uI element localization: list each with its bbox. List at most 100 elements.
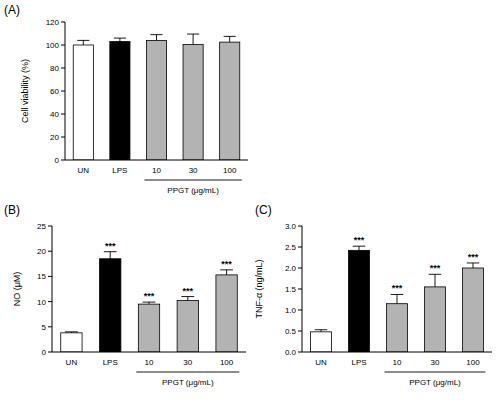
group-bracket	[385, 372, 486, 373]
bar	[311, 332, 332, 352]
y-tick	[48, 276, 52, 277]
significance: ***	[430, 263, 441, 273]
x-tick-label: 30	[183, 358, 192, 367]
x-tick-label: 30	[431, 358, 440, 367]
error-bar	[391, 294, 404, 303]
plot-marks	[311, 246, 484, 352]
y-tick-label: 1.0	[285, 306, 297, 315]
bar	[463, 268, 484, 352]
y-tick	[298, 247, 302, 248]
error-bar	[224, 36, 236, 42]
bar	[61, 333, 82, 352]
bar	[387, 304, 408, 352]
y-tick	[298, 352, 302, 353]
error-bar	[77, 40, 89, 45]
y-tick	[61, 114, 65, 115]
x-tick-label: 10	[145, 358, 154, 367]
y-tick	[48, 226, 52, 227]
error-bar	[220, 270, 233, 275]
bar	[216, 275, 237, 352]
y-tick	[61, 22, 65, 23]
y-tick	[298, 289, 302, 290]
x-tick-label: 100	[223, 166, 237, 175]
y-axis-label: Cell viability (%)	[20, 59, 30, 123]
y-tick-label: 40	[50, 110, 59, 119]
y-tick-label: 25	[37, 222, 46, 231]
y-tick-label: 60	[50, 87, 59, 96]
error-bar	[150, 35, 162, 41]
y-tick-label: 0.5	[285, 327, 297, 336]
group-label: PPGT (μg/mL)	[167, 186, 219, 195]
error-bar	[467, 263, 480, 268]
y-tick	[48, 352, 52, 353]
y-tick-label: 0	[42, 348, 47, 357]
y-tick	[298, 268, 302, 269]
x-tick-label: 100	[220, 358, 234, 367]
y-tick	[61, 91, 65, 92]
significance: ***	[183, 286, 194, 296]
bar	[146, 40, 166, 160]
error-bar	[429, 274, 442, 287]
group-label: PPGT (μg/mL)	[162, 378, 214, 387]
y-tick	[61, 137, 65, 138]
error-bar	[104, 252, 117, 259]
x-axis	[52, 352, 246, 353]
bar	[138, 304, 159, 352]
bar	[100, 259, 121, 352]
x-axis	[65, 160, 248, 161]
y-tick	[61, 45, 65, 46]
x-axis	[302, 352, 492, 353]
bar	[177, 301, 198, 352]
y-tick	[48, 251, 52, 252]
x-tick-label: 10	[393, 358, 402, 367]
significance: ***	[392, 283, 403, 293]
group-label: PPGT (μg/mL)	[409, 378, 461, 387]
y-tick-label: 80	[50, 64, 59, 73]
y-tick-label: 3.0	[285, 222, 297, 231]
y-tick-label: 2.5	[285, 243, 297, 252]
y-tick	[298, 226, 302, 227]
panel-title: (B)	[4, 203, 20, 217]
y-tick-label: 20	[37, 247, 46, 256]
y-tick-label: 120	[46, 18, 60, 27]
y-tick-label: 5	[42, 323, 47, 332]
panel-title: (A)	[4, 3, 20, 17]
x-tick-label: LPS	[351, 358, 366, 367]
y-axis	[302, 226, 303, 352]
y-tick	[298, 331, 302, 332]
y-tick-label: 0.0	[285, 348, 297, 357]
significance: ***	[144, 291, 155, 301]
significance: ***	[468, 252, 479, 262]
x-tick-label: LPS	[112, 166, 127, 175]
y-tick	[48, 326, 52, 327]
y-tick-label: 20	[50, 133, 59, 142]
x-tick-label: UN	[78, 166, 90, 175]
group-bracket	[136, 372, 239, 373]
figure: (A)Cell viability (%)020406080100120UNLP…	[0, 0, 500, 406]
y-axis	[65, 22, 66, 160]
significance: ***	[354, 235, 365, 245]
y-tick-label: 1.5	[285, 285, 297, 294]
x-tick-label: UN	[315, 358, 327, 367]
y-tick-label: 0	[55, 156, 60, 165]
y-tick-label: 2.0	[285, 264, 297, 273]
error-bar	[353, 246, 366, 250]
plot-marks	[61, 252, 238, 352]
y-axis	[52, 226, 53, 352]
error-bar	[181, 297, 194, 301]
y-tick-label: 10	[37, 298, 46, 307]
x-tick-label: 10	[152, 166, 161, 175]
bar	[183, 44, 203, 160]
error-bar	[187, 34, 199, 44]
x-tick-label: LPS	[103, 358, 118, 367]
significance: ***	[221, 259, 232, 269]
y-axis-label: NO (μM)	[12, 272, 22, 307]
group-bracket	[144, 180, 241, 181]
y-tick	[48, 301, 52, 302]
y-tick-label: 100	[46, 41, 60, 50]
x-tick-label: 30	[189, 166, 198, 175]
y-axis-label: TNF-α (ng/mL)	[254, 259, 264, 318]
bar	[110, 42, 130, 160]
y-tick-label: 15	[37, 272, 46, 281]
y-tick	[61, 160, 65, 161]
